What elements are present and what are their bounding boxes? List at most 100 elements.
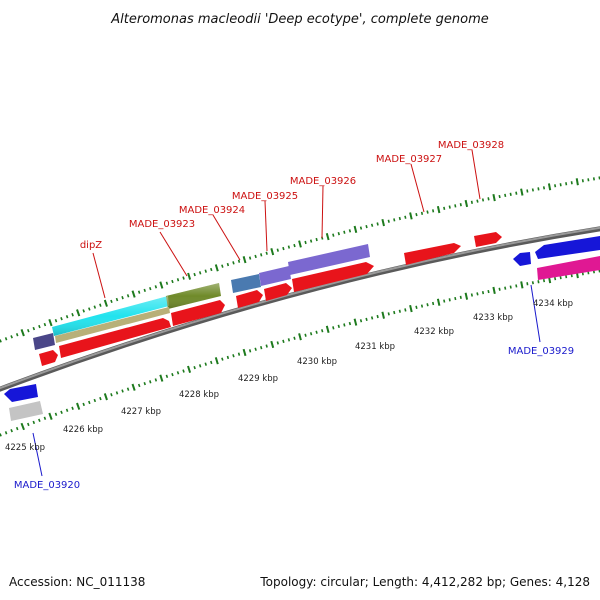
scale-major-tick: [76, 309, 81, 317]
scale-minor-tick: [82, 402, 85, 407]
scale-major-tick: [492, 194, 496, 202]
genome-summary-text: Topology: circular; Length: 4,412,282 bp…: [259, 575, 590, 589]
scale-minor-tick: [165, 374, 169, 379]
scale-minor-tick: [509, 192, 512, 196]
gene-arrow-reverse[interactable]: [4, 384, 38, 402]
scale-minor-tick: [182, 369, 185, 373]
scale-minor-tick: [204, 362, 207, 366]
scale-minor-tick: [343, 323, 346, 327]
scale-minor-tick: [176, 371, 180, 375]
gene-label-made-03923[interactable]: MADE_03923: [129, 219, 195, 230]
scale-minor-tick: [343, 230, 346, 234]
scale-minor-tick: [587, 178, 590, 182]
scale-minor-tick: [426, 303, 429, 307]
scale-major-tick: [464, 292, 469, 300]
scale-minor-tick: [60, 317, 63, 321]
scale-minor-tick: [137, 383, 141, 388]
gene-label-made-03925[interactable]: MADE_03925: [232, 191, 298, 202]
scale-major-tick: [103, 299, 108, 307]
scale-minor-tick: [348, 229, 352, 233]
scale-minor-tick: [15, 333, 19, 337]
scale-minor-tick: [165, 281, 169, 285]
gene-label-made-03920[interactable]: MADE_03920: [14, 480, 80, 491]
gene-arrow-forward[interactable]: [59, 318, 171, 358]
scale-minor-tick: [265, 344, 268, 348]
scale-minor-tick: [121, 389, 124, 393]
scale-minor-tick: [260, 345, 263, 350]
leader-line: [264, 200, 268, 252]
scale-major-tick: [214, 357, 219, 365]
gene-arrow-forward[interactable]: [474, 232, 502, 247]
scale-minor-tick: [54, 412, 58, 416]
scale-minor-tick: [32, 420, 36, 425]
scale-minor-tick: [4, 431, 8, 435]
gene-arrow-forward[interactable]: [39, 350, 58, 366]
gene-arrow-forward[interactable]: [404, 243, 461, 265]
scale-minor-tick: [565, 275, 568, 279]
feature-grey-box[interactable]: [9, 401, 43, 421]
scale-minor-tick: [432, 209, 435, 213]
gene-arrow-forward[interactable]: [236, 290, 263, 308]
scale-minor-tick: [15, 426, 19, 431]
gene-label-made-03924[interactable]: MADE_03924: [179, 205, 245, 216]
scale-minor-tick: [309, 332, 313, 336]
scale-minor-tick: [387, 219, 390, 223]
scale-minor-tick: [498, 194, 501, 199]
gene-label-made-03928[interactable]: MADE_03928: [438, 140, 504, 151]
scale-minor-tick: [93, 398, 97, 403]
scale-minor-tick: [115, 297, 119, 302]
scale-minor-tick: [137, 290, 141, 294]
scale-minor-tick: [282, 246, 285, 251]
feature-violet-box[interactable]: [259, 266, 291, 286]
scale-minor-tick: [226, 355, 230, 360]
feature-steelblue-box[interactable]: [231, 274, 261, 293]
scale-minor-tick: [293, 336, 296, 340]
gene-arrow-forward[interactable]: [171, 300, 225, 326]
scale-major-tick: [76, 402, 81, 410]
gene-label-dipz[interactable]: dipZ: [80, 240, 102, 251]
scale-major-tick: [353, 318, 358, 326]
gene-label-made-03926[interactable]: MADE_03926: [290, 176, 356, 187]
scale-minor-tick: [232, 261, 235, 265]
scale-minor-tick: [293, 243, 296, 248]
scale-minor-tick: [210, 267, 213, 272]
scale-minor-tick: [32, 326, 36, 331]
scale-minor-tick: [432, 301, 435, 306]
feature-highlight: [52, 296, 169, 336]
scale-minor-tick: [487, 289, 490, 294]
scale-minor-tick: [337, 324, 340, 329]
feature-tan-bar[interactable]: [55, 307, 170, 343]
scale-minor-tick: [265, 251, 268, 255]
scale-minor-tick: [121, 296, 124, 300]
scale-minor-tick: [60, 410, 63, 414]
leader-line: [410, 163, 425, 213]
scale-minor-tick: [0, 339, 2, 343]
scale-minor-tick: [171, 279, 174, 284]
scale-major-tick: [131, 290, 136, 298]
leader-line: [471, 149, 481, 200]
scale-minor-tick: [54, 318, 58, 323]
feature-slate-box[interactable]: [33, 333, 55, 350]
gene-arrow-reverse[interactable]: [513, 252, 531, 266]
scale-minor-tick: [570, 274, 573, 278]
scale-minor-tick: [309, 239, 313, 243]
feature-violet-long[interactable]: [288, 244, 370, 275]
gene-label-made-03929[interactable]: MADE_03929: [508, 346, 574, 357]
scale-major-tick: [520, 281, 524, 289]
gene-label-made-03927[interactable]: MADE_03927: [376, 154, 442, 165]
gene-arrow-forward[interactable]: [292, 262, 374, 292]
scale-minor-tick: [193, 365, 196, 370]
scale-minor-tick: [287, 245, 291, 249]
scale-major-tick: [436, 205, 441, 214]
scale-minor-tick: [537, 280, 540, 284]
scale-major-tick: [381, 311, 385, 319]
gene-arrow-reverse[interactable]: [535, 236, 600, 259]
scale-minor-tick: [559, 183, 562, 187]
scale-minor-tick: [4, 337, 8, 341]
leader-line: [32, 432, 43, 477]
feature-magenta-bar[interactable]: [537, 256, 600, 280]
scale-major-tick: [103, 393, 108, 401]
gene-arrow-forward[interactable]: [264, 283, 292, 301]
leader-line: [321, 185, 324, 239]
